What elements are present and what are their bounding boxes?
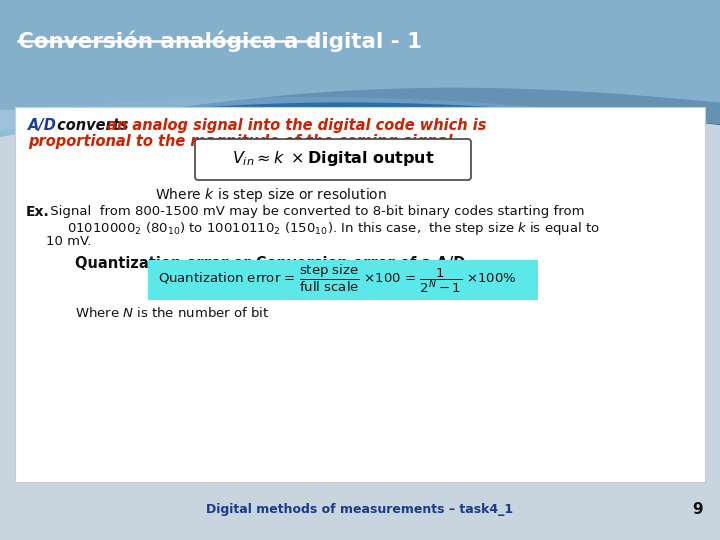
- Polygon shape: [0, 0, 720, 131]
- Text: Quantization error = $\dfrac{\mathrm{step\ size}}{\mathrm{full\ scale}}$ $\times: Quantization error = $\dfrac{\mathrm{ste…: [158, 263, 516, 295]
- Text: Digital methods of measurements – task4_1: Digital methods of measurements – task4_…: [207, 503, 513, 516]
- FancyBboxPatch shape: [15, 107, 705, 482]
- Text: Conversión analógica a digital - 1: Conversión analógica a digital - 1: [18, 30, 422, 51]
- Text: $01010000_2$ $(80_{10})$ to $10010110_2$ $(150_{10})$. In this case,  the step s: $01010000_2$ $(80_{10})$ to $10010110_2$…: [46, 220, 600, 237]
- Text: 9: 9: [693, 503, 703, 517]
- Polygon shape: [0, 0, 720, 125]
- Text: an analog signal into the digital code which is: an analog signal into the digital code w…: [107, 118, 487, 133]
- Text: converts: converts: [52, 118, 134, 133]
- Text: Quantization error or Conversion error of a A/D: Quantization error or Conversion error o…: [75, 256, 465, 271]
- Text: Where $k$ is step size or resolution: Where $k$ is step size or resolution: [155, 186, 387, 204]
- Text: Ex.: Ex.: [26, 205, 50, 219]
- Text: Where $N$ is the number of bit: Where $N$ is the number of bit: [75, 306, 269, 320]
- Bar: [148, 260, 538, 300]
- Polygon shape: [0, 0, 720, 137]
- Text: 10 mV.: 10 mV.: [46, 235, 91, 248]
- FancyBboxPatch shape: [195, 139, 471, 180]
- Bar: [0, 0, 720, 110]
- Text: proportional to the magnitude of the coming signal.: proportional to the magnitude of the com…: [28, 134, 458, 149]
- Text: $V_{in} \approx k\ \times$$\mathbf{Digital\ output}$: $V_{in} \approx k\ \times$$\mathbf{Digit…: [232, 148, 434, 167]
- Text: A/D: A/D: [28, 118, 57, 133]
- Text: Signal  from 800-1500 mV may be converted to 8-bit binary codes starting from: Signal from 800-1500 mV may be converted…: [46, 205, 585, 218]
